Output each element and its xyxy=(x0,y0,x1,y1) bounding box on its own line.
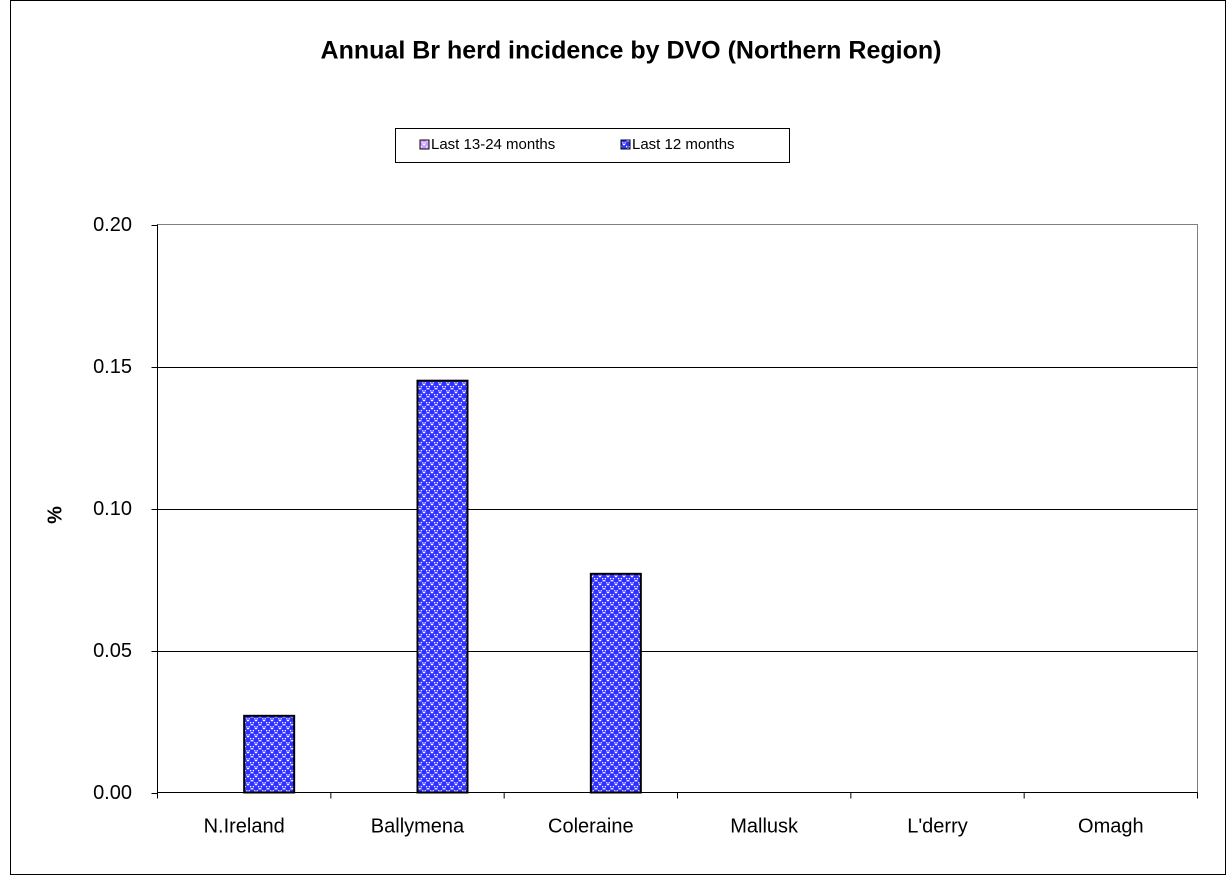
legend-box xyxy=(395,128,790,163)
bar xyxy=(243,714,296,794)
x-tick-label: Mallusk xyxy=(730,815,799,837)
x-tick-label: Ballymena xyxy=(371,815,465,837)
x-tick-label: N.Ireland xyxy=(204,815,285,837)
y-tick-label: 0.10 xyxy=(93,498,132,520)
legend-label: Last 12 months xyxy=(632,136,735,153)
x-tick-label: Omagh xyxy=(1078,815,1144,837)
bar xyxy=(589,572,642,794)
legend-label: Last 13-24 months xyxy=(431,136,555,153)
y-tick-label: 0.00 xyxy=(93,782,132,804)
chart-title: Annual Br herd incidence by DVO (Norther… xyxy=(321,37,942,65)
y-axis-label: % xyxy=(44,506,66,524)
bar xyxy=(416,379,469,794)
y-tick-label: 0.15 xyxy=(93,356,132,378)
legend-swatch xyxy=(620,139,631,150)
y-tick-label: 0.05 xyxy=(93,640,132,662)
x-tick-label: L'derry xyxy=(907,815,968,837)
x-tick-label: Coleraine xyxy=(548,815,634,837)
legend-swatch xyxy=(419,139,430,150)
y-tick-label: 0.20 xyxy=(93,214,132,236)
